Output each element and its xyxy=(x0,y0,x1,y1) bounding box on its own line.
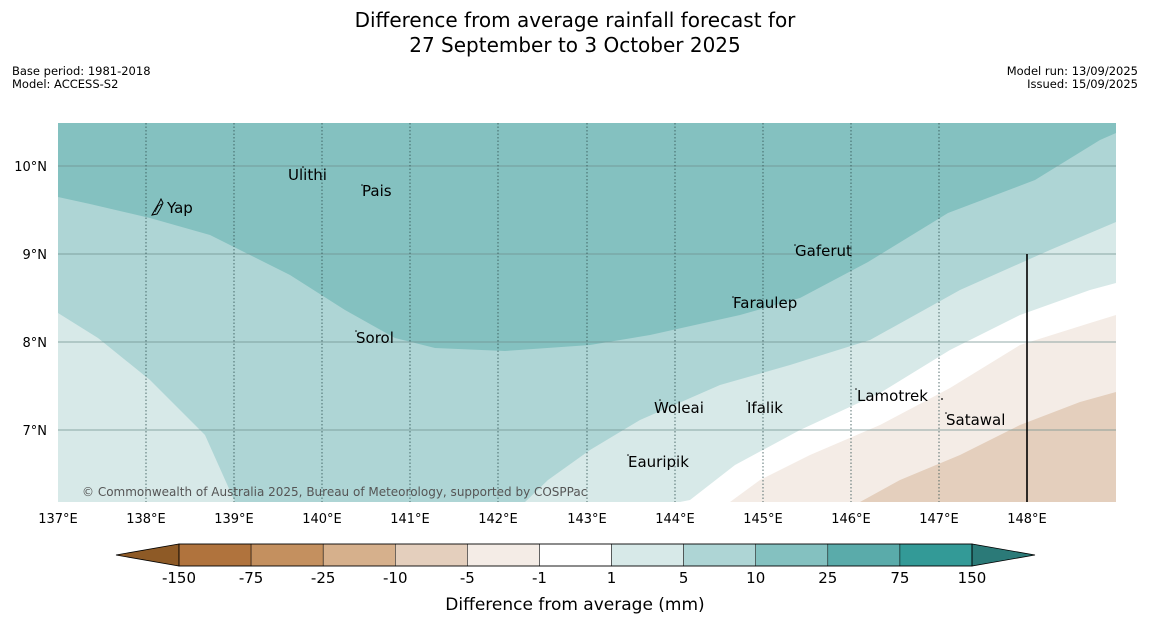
model-run-text: Model run: 13/09/2025 xyxy=(1006,64,1138,78)
colorbar-tick-label: 150 xyxy=(958,569,987,587)
colorbar-tick-label: 5 xyxy=(679,569,689,587)
colorbar-title: Difference from average (mm) xyxy=(445,595,704,615)
meta-right: Model run: 13/09/2025 Issued: 15/09/2025 xyxy=(1007,65,1138,91)
colorbar-segment xyxy=(539,543,612,567)
model-text: Model: ACCESS-S2 xyxy=(12,77,119,91)
lon-label: 147°E xyxy=(919,512,959,527)
colorbar-segment xyxy=(467,543,540,567)
place-label-eauripik: Eauripik xyxy=(628,453,689,471)
lon-label: 141°E xyxy=(390,512,430,527)
lon-label: 137°E xyxy=(38,512,78,527)
lon-label: 145°E xyxy=(743,512,783,527)
lon-gridlines xyxy=(145,123,940,502)
place-label-gaferut: Gaferut xyxy=(795,242,852,260)
place-label-satawal: Satawal xyxy=(946,411,1005,429)
colorbar-tick-label: -150 xyxy=(162,569,196,587)
colorbar-tick-labels: -150 -75 -25 -10 -5 -1 1 5 10 25 75 150 xyxy=(162,569,986,587)
colorbar: -150 -75 -25 -10 -5 -1 1 5 10 25 75 150 Difference … xyxy=(115,543,1036,615)
lat-axis-labels: 10°N 9°N 8°N 7°N xyxy=(14,160,47,439)
colorbar-segment xyxy=(827,543,901,567)
lon-label: 138°E xyxy=(126,512,166,527)
lon-label: 146°E xyxy=(831,512,871,527)
lat-label: 9°N xyxy=(23,248,48,263)
colorbar-segment xyxy=(755,543,829,567)
title-line-1: Difference from average rainfall forecas… xyxy=(354,8,796,32)
place-label-ifalik: Ifalik xyxy=(747,399,783,417)
colorbar-tick-label: -75 xyxy=(239,569,264,587)
place-label-sorol: Sorol xyxy=(356,329,394,347)
lon-label: 140°E xyxy=(302,512,342,527)
lon-label: 143°E xyxy=(567,512,607,527)
colorbar-segment xyxy=(322,543,396,567)
colorbar-extend-low xyxy=(115,543,180,567)
colorbar-tick-label: 75 xyxy=(890,569,909,587)
map-title: Difference from average rainfall forecas… xyxy=(0,8,1150,58)
lon-label: 144°E xyxy=(655,512,695,527)
place-label-yap: Yap xyxy=(166,199,193,217)
colorbar-tick-label: -25 xyxy=(311,569,336,587)
colorbar-segments xyxy=(178,543,973,567)
copyright-text: © Commonwealth of Australia 2025, Bureau… xyxy=(82,485,587,499)
colorbar-tick-label: 10 xyxy=(746,569,765,587)
issued-text: Issued: 15/09/2025 xyxy=(1027,77,1138,91)
band-10-to-25 xyxy=(58,123,1116,351)
meta-left: Base period: 1981-2018 Model: ACCESS-S2 xyxy=(12,65,151,91)
place-label-woleai: Woleai xyxy=(654,399,704,417)
lon-label: 148°E xyxy=(1007,512,1047,527)
colorbar-tick-label: -10 xyxy=(383,569,408,587)
lat-label: 7°N xyxy=(23,424,48,439)
colorbar-segment xyxy=(395,543,468,567)
colorbar-segment xyxy=(178,543,252,567)
title-line-2: 27 September to 3 October 2025 xyxy=(409,33,741,57)
band-neg10-to-neg5 xyxy=(860,392,1116,502)
colorbar-segment xyxy=(250,543,324,567)
lon-label: 142°E xyxy=(478,512,518,527)
yap-island-shape xyxy=(151,197,164,216)
colorbar-tick-label: -1 xyxy=(532,569,547,587)
colorbar-segment xyxy=(611,543,684,567)
place-label-ulithi: Ulithi xyxy=(288,166,327,184)
colorbar-tick-label: 25 xyxy=(818,569,837,587)
island-markers xyxy=(302,166,947,456)
colorbar-extend-high xyxy=(971,543,1036,567)
place-label-lamotrek: Lamotrek xyxy=(857,387,928,405)
colorbar-segment xyxy=(683,543,756,567)
colorbar-tick-label: 1 xyxy=(607,569,617,587)
place-label-pais: Pais xyxy=(362,182,392,200)
lat-label: 8°N xyxy=(23,336,48,351)
colorbar-tick-label: -5 xyxy=(460,569,475,587)
colorbar-segment xyxy=(899,543,973,567)
lon-axis-labels: 137°E 138°E 139°E 140°E 141°E 142°E 143°… xyxy=(38,512,1047,527)
lat-label: 10°N xyxy=(14,160,47,175)
base-period-text: Base period: 1981-2018 xyxy=(12,64,151,78)
place-label-faraulep: Faraulep xyxy=(733,294,797,312)
lon-label: 139°E xyxy=(214,512,254,527)
